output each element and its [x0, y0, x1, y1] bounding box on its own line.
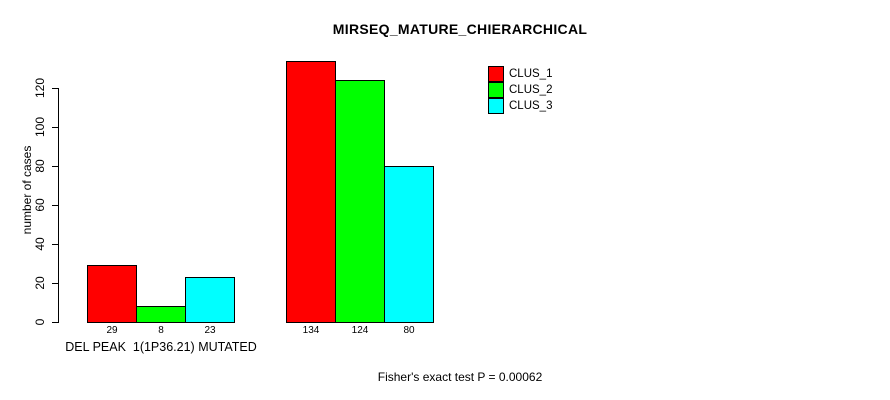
legend-swatch — [488, 66, 504, 82]
fisher-test-annotation: Fisher's exact test P = 0.00062 — [377, 370, 543, 384]
legend-swatch — [488, 82, 504, 98]
bar-value-label: 80 — [403, 325, 415, 336]
bar-value-label: 8 — [158, 325, 164, 336]
bar-clus_3-group1 — [185, 277, 235, 323]
legend-label: CLUS_1 — [509, 68, 553, 80]
bar-clus_1-group2 — [286, 61, 336, 323]
y-tick-mark — [52, 166, 58, 167]
legend-label: CLUS_2 — [509, 84, 553, 96]
y-tick-mark — [52, 127, 58, 128]
legend-item-clus_2: CLUS_2 — [488, 82, 552, 98]
bar-clus_2-group2 — [335, 80, 385, 323]
legend-label: CLUS_3 — [509, 100, 553, 112]
y-tick-mark — [52, 244, 58, 245]
bar-clus_1-group1 — [87, 265, 137, 323]
y-tick-mark — [52, 88, 58, 89]
legend-item-clus_3: CLUS_3 — [488, 98, 552, 114]
bar-clus_3-group2 — [384, 166, 434, 323]
bar-value-label: 29 — [106, 325, 118, 336]
chart-title: MIRSEQ_MATURE_CHIERARCHICAL — [332, 21, 588, 37]
y-tick-mark — [52, 322, 58, 323]
legend-item-clus_1: CLUS_1 — [488, 66, 552, 82]
x-category-label: DEL PEAK 1(1P36.21) MUTATED — [65, 340, 257, 354]
y-tick-mark — [52, 205, 58, 206]
bar-value-label: 124 — [351, 325, 369, 336]
bar-clus_2-group1 — [136, 306, 186, 323]
bar-value-label: 134 — [302, 325, 320, 336]
y-tick-mark — [52, 283, 58, 284]
legend-swatch — [488, 98, 504, 114]
legend: CLUS_1 CLUS_2 CLUS_3 — [488, 66, 552, 114]
y-axis-line — [58, 88, 59, 323]
bar-value-label: 23 — [204, 325, 216, 336]
